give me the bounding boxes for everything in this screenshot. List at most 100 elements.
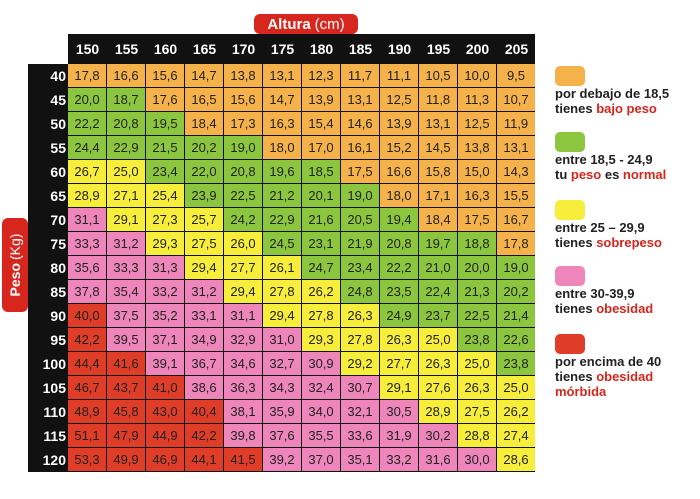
weight-header-55: 55 xyxy=(50,140,66,156)
bmi-cell: 26,0 xyxy=(224,232,262,255)
bmi-cell: 28,9 xyxy=(419,400,457,423)
bmi-cell: 23,4 xyxy=(341,256,379,279)
legend-category: peso xyxy=(570,167,602,182)
bmi-cell: 20,2 xyxy=(185,136,223,159)
bmi-cell: 28,6 xyxy=(497,448,535,471)
bmi-cell: 37,8 xyxy=(68,280,106,303)
bmi-cell: 19,4 xyxy=(380,208,418,231)
legend-range: entre 25 – 29,9 xyxy=(555,220,645,235)
bmi-cell: 29,1 xyxy=(380,376,418,399)
bmi-cell: 16,7 xyxy=(497,208,535,231)
bmi-cell: 26,3 xyxy=(341,304,379,327)
bmi-cell: 31,9 xyxy=(380,424,418,447)
height-axis-label: Altura (cm) xyxy=(254,14,358,34)
bmi-cell: 27,7 xyxy=(380,352,418,375)
bmi-cell: 32,4 xyxy=(302,376,340,399)
bmi-cell: 27,1 xyxy=(107,184,145,207)
legend-description: tienes sobrepeso xyxy=(555,235,700,250)
bmi-cell: 27,5 xyxy=(185,232,223,255)
bmi-cell: 19,0 xyxy=(224,136,262,159)
bmi-cell: 24,2 xyxy=(224,208,262,231)
legend-range: entre 18,5 - 24,9 xyxy=(555,152,653,167)
legend-description: tu peso es normal xyxy=(555,167,700,182)
bmi-cell: 31,0 xyxy=(263,328,301,351)
bmi-cell: 27,6 xyxy=(419,376,457,399)
bmi-cell: 39,2 xyxy=(263,448,301,471)
bmi-cell: 41,5 xyxy=(224,448,262,471)
bmi-cell: 23,4 xyxy=(146,160,184,183)
bmi-cell: 19,0 xyxy=(497,256,535,279)
bmi-cell: 41,6 xyxy=(107,352,145,375)
bmi-cell: 42,2 xyxy=(185,424,223,447)
bmi-cell: 39,1 xyxy=(146,352,184,375)
legend-category-extra: mórbida xyxy=(555,384,607,399)
bmi-cell: 17,8 xyxy=(68,64,106,87)
height-axis-unit: (cm) xyxy=(314,15,345,33)
bmi-cell: 20,5 xyxy=(341,208,379,231)
bmi-cell: 18,0 xyxy=(380,184,418,207)
weight-axis-title: Peso xyxy=(7,263,23,297)
bmi-cell: 11,8 xyxy=(419,88,457,111)
legend-range: por debajo de 18,5 xyxy=(555,86,670,101)
bmi-cell: 14,5 xyxy=(419,136,457,159)
bmi-cell: 10,0 xyxy=(458,64,496,87)
height-axis-title: Altura xyxy=(267,15,311,33)
bmi-cell: 38,1 xyxy=(224,400,262,423)
bmi-cell: 21,4 xyxy=(497,304,535,327)
bmi-cell: 26,3 xyxy=(458,376,496,399)
bmi-cell: 22,9 xyxy=(263,208,301,231)
bmi-cell: 36,3 xyxy=(224,376,262,399)
weight-header-90: 90 xyxy=(50,308,66,324)
bmi-cell: 40,0 xyxy=(68,304,106,327)
bmi-cell: 24,7 xyxy=(302,256,340,279)
bmi-cell: 27,5 xyxy=(458,400,496,423)
bmi-cell: 31,1 xyxy=(224,304,262,327)
bmi-cell: 28,9 xyxy=(68,184,106,207)
bmi-cell: 15,2 xyxy=(380,136,418,159)
bmi-cell: 15,5 xyxy=(497,184,535,207)
weight-header-50: 50 xyxy=(50,116,66,132)
bmi-cell: 30,2 xyxy=(419,424,457,447)
legend-prefix: tienes xyxy=(555,369,597,384)
bmi-cell: 18,4 xyxy=(419,208,457,231)
bmi-cell: 51,1 xyxy=(68,424,106,447)
bmi-cell: 27,4 xyxy=(497,424,535,447)
bmi-cell: 22,2 xyxy=(380,256,418,279)
bmi-cell: 14,3 xyxy=(497,160,535,183)
bmi-cell: 26,1 xyxy=(263,256,301,279)
bmi-cell: 31,6 xyxy=(419,448,457,471)
legend-text: por encima de 40 tienes obesidad mórbida xyxy=(555,354,700,399)
bmi-cell: 23,1 xyxy=(302,232,340,255)
bmi-cell: 17,8 xyxy=(497,232,535,255)
bmi-cell: 25,0 xyxy=(458,352,496,375)
legend-text: entre 18,5 - 24,9 tu peso es normal xyxy=(555,152,700,182)
bmi-cell: 18,4 xyxy=(185,112,223,135)
bmi-cell: 9,5 xyxy=(497,64,535,87)
height-header-200: 200 xyxy=(465,41,490,57)
bmi-cell: 11,3 xyxy=(458,88,496,111)
height-header-165: 165 xyxy=(192,41,217,57)
bmi-cell: 20,2 xyxy=(497,280,535,303)
bmi-cell: 20,8 xyxy=(380,232,418,255)
bmi-cell: 43,0 xyxy=(146,400,184,423)
bmi-cell: 10,7 xyxy=(497,88,535,111)
bmi-cell: 20,0 xyxy=(68,88,106,111)
bmi-cell: 17,3 xyxy=(224,112,262,135)
legend-category: obesidad xyxy=(596,301,654,316)
bmi-cell: 13,8 xyxy=(224,64,262,87)
bmi-cell: 21,5 xyxy=(146,136,184,159)
bmi-cell: 23,5 xyxy=(380,280,418,303)
bmi-cell: 37,6 xyxy=(263,424,301,447)
bmi-cell: 15,6 xyxy=(146,64,184,87)
legend-connector: es xyxy=(601,167,623,182)
bmi-cell: 11,7 xyxy=(341,64,379,87)
bmi-cell: 24,8 xyxy=(341,280,379,303)
height-header-190: 190 xyxy=(387,41,412,57)
bmi-cell: 39,8 xyxy=(224,424,262,447)
bmi-cell: 22,6 xyxy=(497,328,535,351)
bmi-cell: 34,3 xyxy=(263,376,301,399)
legend-category: obesidad xyxy=(596,369,654,384)
legend-category: normal xyxy=(622,167,667,182)
bmi-cell: 34,6 xyxy=(224,352,262,375)
bmi-cell: 44,1 xyxy=(185,448,223,471)
